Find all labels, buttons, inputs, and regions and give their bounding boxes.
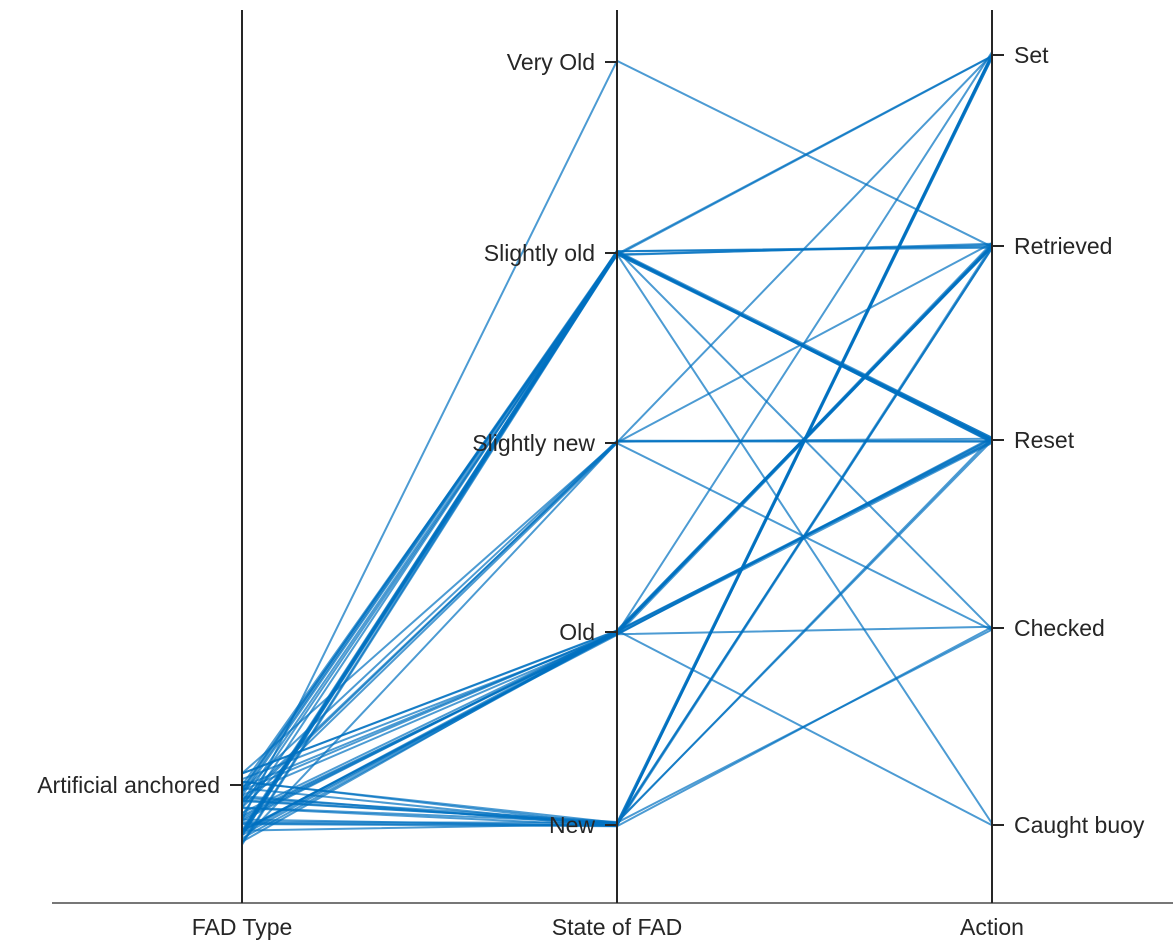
tick-label-state-of-fad-slightly-new: Slightly new bbox=[472, 430, 595, 456]
tick-label-action-retrieved: Retrieved bbox=[1014, 233, 1112, 259]
tick-label-fad-type-artificial-anchored: Artificial anchored bbox=[37, 772, 220, 798]
tick-label-state-of-fad-old: Old bbox=[559, 619, 595, 645]
axes: FAD Type Artificial anchored State of FAD V… bbox=[37, 10, 1145, 940]
tick-label-state-of-fad-very-old: Very Old bbox=[507, 49, 595, 75]
tick-label-action-set: Set bbox=[1014, 42, 1049, 68]
tick-label-action-reset: Reset bbox=[1014, 427, 1075, 453]
axis-title-action: Action bbox=[960, 914, 1024, 940]
tick-label-state-of-fad-new: New bbox=[549, 812, 595, 838]
axis-title-fad-type: FAD Type bbox=[192, 914, 293, 940]
tick-label-action-caught-buoy: Caught buoy bbox=[1014, 812, 1145, 838]
tick-label-state-of-fad-slightly-old: Slightly old bbox=[484, 240, 595, 266]
tick-label-action-checked: Checked bbox=[1014, 615, 1105, 641]
axis-title-state-of-fad: State of FAD bbox=[552, 914, 682, 940]
